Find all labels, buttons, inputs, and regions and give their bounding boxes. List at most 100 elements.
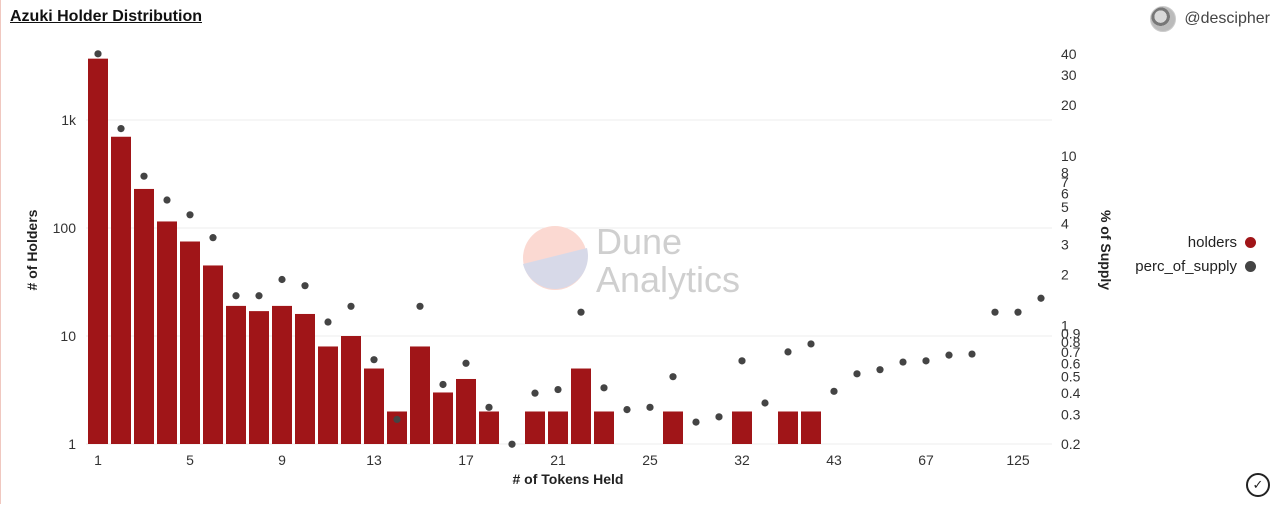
dot-supply-1[interactable]: [94, 50, 102, 58]
bar-holders-18[interactable]: [479, 411, 499, 444]
y2-tick-label: 8: [1061, 164, 1069, 180]
bar-holders-36[interactable]: [801, 411, 821, 444]
bar-holders-20[interactable]: [525, 411, 545, 444]
bar-holders-9[interactable]: [272, 305, 292, 444]
avatar[interactable]: [1150, 6, 1177, 32]
dot-supply-14[interactable]: [393, 415, 401, 424]
x-tick-label: 17: [458, 452, 474, 468]
x-tick-label: 9: [278, 452, 286, 468]
dot-supply-50[interactable]: [922, 357, 930, 365]
bar-holders-21[interactable]: [548, 411, 568, 444]
bar-holders-16[interactable]: [433, 392, 453, 444]
supply-dots: [94, 50, 1045, 448]
check-icon[interactable]: ✓: [1246, 473, 1270, 497]
legend: holders perc_of_supply: [1135, 230, 1256, 278]
dot-supply-22[interactable]: [577, 308, 585, 316]
dot-supply-40[interactable]: [853, 370, 861, 378]
dot-supply-26[interactable]: [669, 373, 677, 381]
dot-supply-20[interactable]: [531, 389, 539, 397]
dot-supply-23[interactable]: [600, 384, 608, 392]
bar-holders-1[interactable]: [88, 58, 108, 444]
y2-tick-label: 0.2: [1061, 436, 1081, 452]
grid-lines: [86, 119, 1052, 445]
dot-supply-43[interactable]: [876, 366, 884, 374]
x-tick-label: 67: [918, 452, 934, 468]
dot-supply-9[interactable]: [278, 275, 286, 284]
bar-holders-14[interactable]: [387, 411, 407, 444]
author-name[interactable]: @descipher: [1184, 10, 1270, 27]
bar-holders-17[interactable]: [456, 378, 476, 444]
dot-supply-17[interactable]: [462, 359, 470, 367]
chart-title[interactable]: Azuki Holder Distribution: [10, 8, 202, 25]
bar-holders-6[interactable]: [203, 265, 223, 444]
bar-holders-23[interactable]: [594, 411, 614, 444]
dot-supply-4[interactable]: [163, 196, 171, 204]
dot-supply-56[interactable]: [945, 351, 953, 359]
y2-tick-label: 0.4: [1061, 385, 1081, 401]
bar-holders-22[interactable]: [571, 368, 591, 444]
bar-holders-2[interactable]: [111, 136, 131, 444]
dot-supply-2[interactable]: [117, 124, 125, 133]
dot-supply-12[interactable]: [347, 302, 355, 310]
bar-holders-10[interactable]: [295, 313, 315, 444]
y-axis-ticks: 1 10 100 1k: [53, 112, 77, 452]
bar-holders-30[interactable]: [732, 411, 752, 444]
y2-tick-label: 10: [1061, 148, 1077, 164]
dot-supply-11[interactable]: [324, 318, 332, 326]
bar-holders-26[interactable]: [663, 411, 683, 444]
dot-supply-29[interactable]: [715, 413, 723, 421]
x-tick-label: 5: [186, 452, 194, 468]
dot-supply-5[interactable]: [186, 211, 194, 219]
bar-holders-7[interactable]: [226, 305, 246, 444]
legend-item-holders[interactable]: holders: [1135, 230, 1256, 254]
dot-supply-71[interactable]: [991, 308, 999, 316]
dot-supply-45[interactable]: [899, 358, 907, 366]
watermark-dune: Dune: [596, 221, 682, 262]
bar-holders-11[interactable]: [318, 346, 338, 444]
dot-supply-32[interactable]: [761, 399, 769, 407]
dot-supply-15[interactable]: [416, 302, 424, 310]
bar-holders-13[interactable]: [364, 368, 384, 444]
dot-supply-13[interactable]: [370, 356, 378, 364]
bar-holders-15[interactable]: [410, 346, 430, 444]
legend-label-supply: perc_of_supply: [1135, 257, 1237, 275]
dot-supply-3[interactable]: [140, 172, 148, 180]
y2-tick-label: 30: [1061, 67, 1077, 83]
bar-holders-12[interactable]: [341, 336, 361, 444]
dot-supply-25[interactable]: [646, 403, 654, 411]
dot-supply-36[interactable]: [807, 340, 815, 348]
dot-supply-18[interactable]: [485, 403, 493, 411]
y2-tick-label: 0.9: [1061, 325, 1081, 341]
bar-holders-8[interactable]: [249, 311, 269, 444]
dot-supply-6[interactable]: [209, 234, 217, 242]
legend-item-supply[interactable]: perc_of_supply: [1135, 254, 1256, 278]
bar-holders-4[interactable]: [157, 221, 177, 444]
dot-supply-8[interactable]: [255, 292, 263, 300]
dot-supply-7[interactable]: [232, 292, 240, 300]
holders-swatch-icon: [1245, 236, 1256, 248]
y2-tick-label: 2: [1061, 267, 1069, 283]
dot-supply-33[interactable]: [784, 348, 792, 356]
holders-bars: [88, 58, 821, 444]
dot-supply-21[interactable]: [554, 385, 562, 394]
y2-tick-label: 6: [1061, 186, 1069, 202]
dot-supply-16[interactable]: [439, 380, 447, 389]
y-tick-label: 10: [60, 328, 76, 344]
author-badge[interactable]: @descipher: [1150, 6, 1270, 32]
dot-supply-24[interactable]: [623, 405, 631, 414]
bar-holders-5[interactable]: [180, 241, 200, 444]
dot-supply-19[interactable]: [508, 440, 516, 448]
y2-tick-label: 0.3: [1061, 406, 1081, 422]
dot-supply-38[interactable]: [830, 387, 838, 395]
dot-supply-30[interactable]: [738, 357, 746, 365]
dot-supply-83[interactable]: [1014, 308, 1022, 316]
dot-supply-27[interactable]: [692, 418, 700, 426]
bar-holders-3[interactable]: [134, 188, 154, 444]
dot-supply-100[interactable]: [1037, 294, 1045, 302]
bar-holders-33[interactable]: [778, 411, 798, 444]
dot-supply-67[interactable]: [968, 350, 976, 358]
x-tick-label: 13: [366, 452, 382, 468]
dot-supply-10[interactable]: [301, 282, 309, 290]
